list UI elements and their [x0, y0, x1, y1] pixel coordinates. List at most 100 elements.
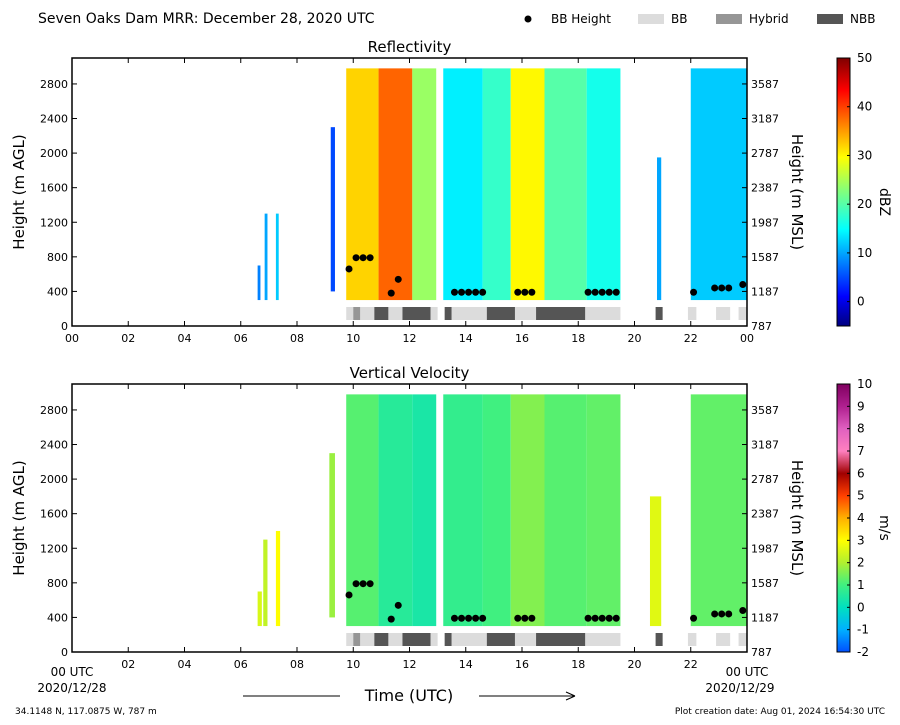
bb-type-hybrid	[353, 307, 361, 320]
colorbar-tick-label: -2	[857, 645, 869, 659]
bb-height-point	[718, 610, 726, 618]
x-tick-label: 20	[628, 658, 642, 671]
echo-field	[257, 68, 747, 301]
x-tick-label: 22	[684, 332, 698, 345]
bb-type-nbb	[486, 307, 515, 320]
bb-height-point	[521, 288, 529, 296]
echo-field	[257, 394, 747, 627]
colorbar-tick-label: 10	[857, 246, 872, 260]
y-tick-label: 2800	[40, 404, 68, 417]
echo-segment	[412, 394, 437, 627]
bb-height-point	[345, 265, 353, 273]
colorbar-tick-label: 5	[857, 489, 865, 503]
y-right-tick-label: 787	[751, 320, 772, 333]
bb-type-strip	[346, 307, 747, 320]
bb-height-point	[690, 614, 698, 622]
x-tick-label: 06	[234, 332, 248, 345]
y-right-tick-label: 3187	[751, 113, 779, 126]
y-right-tick-label: 2387	[751, 508, 779, 521]
bb-height-point	[584, 614, 592, 622]
echo-segment	[329, 453, 335, 618]
x-tick-label: 14	[459, 332, 473, 345]
echo-segment	[275, 213, 279, 301]
y-tick-label: 2000	[40, 147, 68, 160]
colorbar-tick-label: 0	[857, 295, 865, 309]
echo-segment	[443, 394, 483, 627]
y-right-tick-label: 1587	[751, 251, 779, 264]
panel-title: Reflectivity	[368, 38, 452, 56]
y-tick-label: 1600	[40, 508, 68, 521]
y-right-tick-label: 1987	[751, 216, 779, 229]
bb-type-bb	[430, 633, 438, 646]
colorbar-tick-label: 30	[857, 148, 872, 162]
bb-height-point	[514, 614, 522, 622]
legend-bb-height-marker	[524, 15, 532, 23]
echo-segment	[412, 68, 437, 301]
bb-height-point	[451, 288, 458, 296]
echo-segment	[275, 530, 281, 627]
x-tick-label: 16	[515, 332, 529, 345]
bb-type-bb	[346, 633, 354, 646]
y-right-tick-label: 3187	[751, 439, 779, 452]
y-tick-label: 1200	[40, 542, 68, 555]
bb-height-point	[359, 254, 367, 262]
bb-type-nbb	[444, 633, 452, 646]
echo-segment	[510, 394, 545, 627]
footer-location: 34.1148 N, 117.0875 W, 787 m	[15, 707, 157, 717]
colorbar-tick-label: 9	[857, 399, 865, 413]
colorbar-tick-label: -1	[857, 623, 869, 637]
x-tick-label: 00	[740, 332, 754, 345]
bb-type-bb	[388, 307, 403, 320]
bb-type-bb	[514, 307, 537, 320]
y-tick-label: 1600	[40, 182, 68, 195]
bb-type-nbb	[402, 633, 431, 646]
x-tick-label: 12	[403, 332, 417, 345]
bb-height-point	[458, 614, 466, 622]
echo-segment	[482, 68, 511, 301]
bb-type-bb	[360, 307, 375, 320]
echo-segment	[586, 68, 621, 301]
echo-segment	[378, 394, 413, 627]
bb-height-points	[345, 580, 747, 623]
bb-type-nbb	[536, 633, 586, 646]
bb-height-point	[394, 275, 402, 283]
bb-height-point	[479, 288, 487, 296]
bb-height-point	[528, 288, 536, 296]
y-tick-label: 400	[47, 611, 68, 624]
y-right-tick-label: 1587	[751, 577, 779, 590]
bb-type-bb	[514, 633, 537, 646]
bb-type-bb	[585, 633, 621, 646]
colorbar-tick-label: 20	[857, 197, 872, 211]
y-tick-label: 800	[47, 577, 68, 590]
bb-height-point	[690, 288, 698, 296]
bb-height-point	[366, 254, 374, 262]
bb-type-bb	[716, 633, 731, 646]
y-tick-label: 2000	[40, 473, 68, 486]
bb-height-point	[598, 614, 606, 622]
y-right-tick-label: 787	[751, 646, 772, 659]
bb-height-point	[711, 284, 719, 292]
colorbar-label: m/s	[876, 515, 892, 541]
y-right-tick-label: 1187	[751, 611, 779, 624]
bb-height-point	[458, 288, 466, 296]
bb-height-point	[725, 610, 733, 618]
colorbar-label: dBZ	[876, 188, 892, 216]
y-tick-label: 800	[47, 251, 68, 264]
x-tick-label: 10	[346, 332, 360, 345]
x-tick-label: 16	[515, 658, 529, 671]
echo-segment	[649, 496, 662, 627]
y-tick-label: 2400	[40, 439, 68, 452]
bb-type-hybrid	[353, 633, 361, 646]
echo-segment	[544, 394, 587, 627]
bb-height-point	[591, 288, 599, 296]
legend-label-hybrid: Hybrid	[749, 12, 789, 26]
x-axis-title: Time (UTC)	[364, 686, 453, 705]
x-tick-label: 22	[684, 658, 698, 671]
bb-height-point	[528, 614, 536, 622]
y-axis-label-right: Height (m MSL)	[788, 134, 806, 250]
bb-type-bb	[738, 633, 747, 646]
x-tick-label: 02	[121, 658, 135, 671]
colorbar-tick-label: 50	[857, 51, 872, 65]
bb-type-bb	[687, 633, 697, 646]
echo-segment	[330, 127, 335, 292]
